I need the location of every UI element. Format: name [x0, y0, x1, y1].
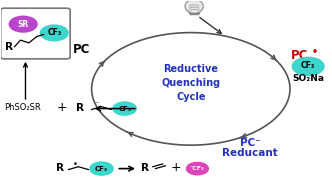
- Circle shape: [41, 25, 68, 41]
- Ellipse shape: [185, 0, 203, 13]
- Text: PhSO₂SR: PhSO₂SR: [4, 103, 41, 112]
- Text: CF₃: CF₃: [47, 29, 61, 37]
- Text: PC: PC: [73, 43, 90, 56]
- Circle shape: [113, 102, 136, 115]
- Text: SO₂Na: SO₂Na: [293, 74, 325, 83]
- Text: PC⁻: PC⁻: [240, 138, 261, 148]
- Text: R: R: [140, 163, 148, 173]
- Circle shape: [187, 162, 208, 175]
- Text: •: •: [73, 160, 77, 169]
- Text: CF₃: CF₃: [95, 166, 108, 172]
- Circle shape: [292, 57, 324, 75]
- Text: ⁻: ⁻: [94, 99, 99, 108]
- Text: CF₃: CF₃: [118, 106, 131, 112]
- Text: R: R: [76, 103, 84, 113]
- Text: R: R: [56, 163, 64, 173]
- FancyBboxPatch shape: [1, 8, 70, 59]
- Text: Reducant: Reducant: [222, 148, 278, 158]
- Text: SR: SR: [18, 20, 29, 29]
- Circle shape: [90, 162, 113, 175]
- Text: +: +: [56, 101, 67, 114]
- Text: ⁻CF₃: ⁻CF₃: [190, 166, 205, 171]
- Text: •: •: [312, 47, 318, 57]
- Text: R: R: [5, 42, 13, 52]
- Text: Reductive
Quenching
Cycle: Reductive Quenching Cycle: [161, 64, 220, 102]
- Text: +: +: [171, 161, 181, 174]
- Text: PC: PC: [290, 49, 308, 62]
- Text: CF₃: CF₃: [301, 61, 315, 70]
- Circle shape: [9, 16, 37, 32]
